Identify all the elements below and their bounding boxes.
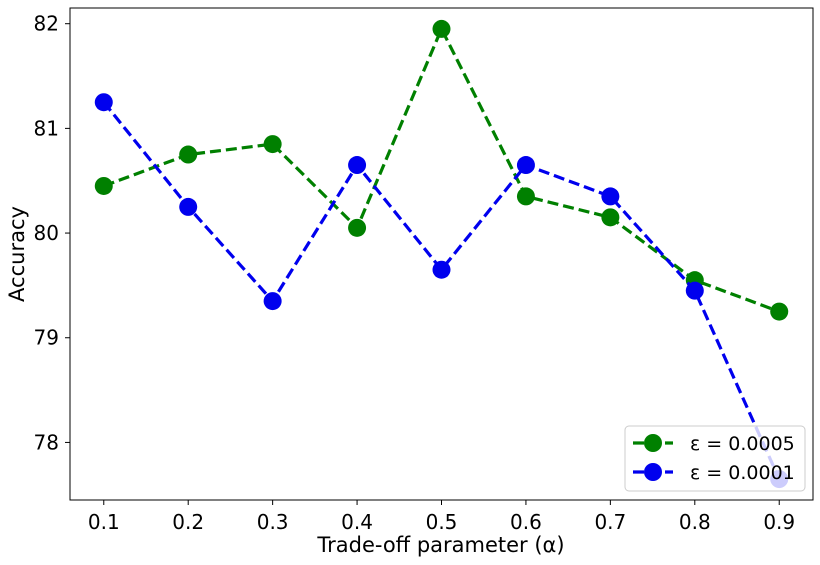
data-point xyxy=(601,208,620,227)
x-tick-label: 0.4 xyxy=(341,510,373,534)
data-point xyxy=(432,260,451,279)
x-tick-label: 0.1 xyxy=(88,510,120,534)
data-point xyxy=(685,281,704,300)
y-axis: 78 79 80 81 82 xyxy=(34,12,70,454)
data-point xyxy=(179,145,198,164)
data-point xyxy=(516,187,535,206)
legend: ε = 0.0005 ε = 0.0001 xyxy=(624,425,806,492)
x-tick-label: 0.3 xyxy=(257,510,289,534)
x-tick-label: 0.6 xyxy=(510,510,542,534)
series-line-2 xyxy=(102,101,781,480)
x-tick-label: 0.2 xyxy=(172,510,204,534)
data-point xyxy=(516,156,535,175)
legend-marker-2 xyxy=(644,463,662,481)
y-axis-label: Accuracy xyxy=(5,206,29,302)
data-point xyxy=(94,93,113,112)
y-tick-label: 78 xyxy=(34,430,59,454)
data-point xyxy=(770,302,789,321)
legend-marker-1 xyxy=(644,434,662,452)
data-point xyxy=(263,135,282,154)
data-point xyxy=(601,187,620,206)
x-tick-label: 0.8 xyxy=(679,510,711,534)
data-point xyxy=(348,156,367,175)
x-tick-label: 0.9 xyxy=(763,510,795,534)
series-layer xyxy=(94,19,789,489)
data-point xyxy=(179,197,198,216)
legend-entry-2: ε = 0.0001 xyxy=(633,462,795,484)
legend-label-1: ε = 0.0005 xyxy=(690,433,795,455)
x-axis-label: Trade-off parameter (α) xyxy=(316,533,564,557)
y-tick-label: 79 xyxy=(34,326,59,350)
y-tick-label: 81 xyxy=(34,116,59,140)
x-axis: 0.1 0.2 0.3 0.4 0.5 0.6 0.7 0.8 0.9 xyxy=(88,500,795,534)
y-tick-label: 80 xyxy=(34,221,59,245)
data-point xyxy=(263,292,282,311)
x-tick-label: 0.5 xyxy=(426,510,458,534)
x-tick-label: 0.7 xyxy=(594,510,626,534)
legend-label-2: ε = 0.0001 xyxy=(690,462,795,484)
data-point xyxy=(348,218,367,237)
legend-entry-1: ε = 0.0005 xyxy=(633,433,795,455)
y-tick-label: 82 xyxy=(34,12,59,36)
data-point xyxy=(432,19,451,38)
data-point xyxy=(94,176,113,195)
